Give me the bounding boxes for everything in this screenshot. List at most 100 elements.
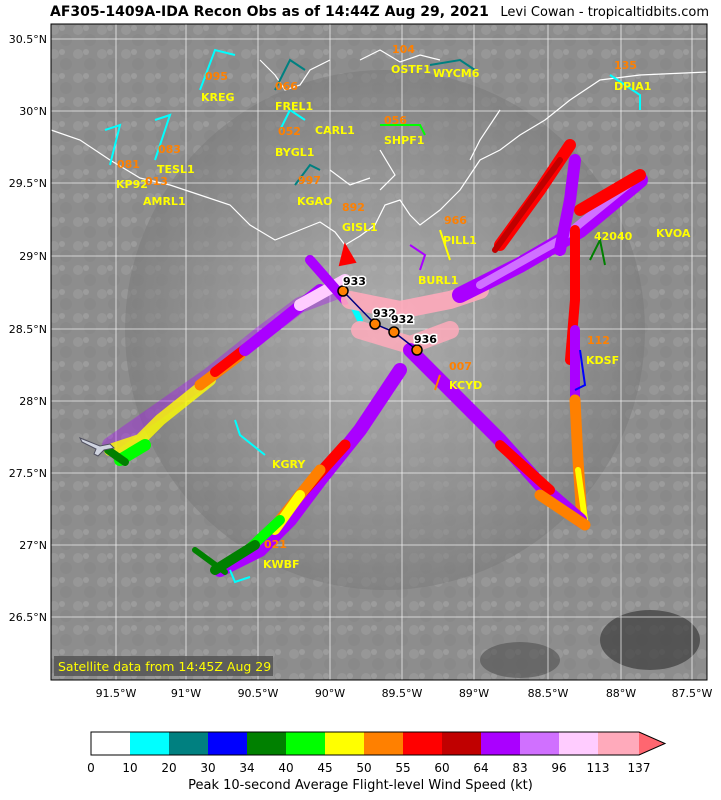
lat-tick: 29.5°N: [9, 177, 47, 190]
colorbar-arrow: [639, 732, 665, 755]
colorbar-tick: 96: [551, 761, 566, 775]
lon-tick: 91.5°W: [96, 687, 137, 700]
colorbar-tick: 137: [628, 761, 651, 775]
colorbar-swatch: [91, 732, 130, 755]
station-id: KGAO: [297, 195, 332, 208]
map-grid: [51, 24, 707, 680]
colorbar-tick: 20: [161, 761, 176, 775]
satellite-note: Satellite data from 14:45Z Aug 29: [54, 656, 273, 676]
station-value: 095: [205, 70, 228, 83]
colorbar-swatch: [481, 732, 520, 755]
center-fixes: 933 932 932 936: [337, 274, 439, 356]
station-id: KREG: [201, 91, 235, 104]
pressure-label: 932: [391, 313, 414, 326]
pressure-label: 932: [373, 307, 396, 320]
pressure-label: 936: [414, 333, 437, 346]
station-value: 066: [275, 80, 298, 93]
colorbar-tick: 64: [473, 761, 488, 775]
colorbar-swatch: [286, 732, 325, 755]
colorbar-swatch: [247, 732, 286, 755]
colorbar-tick: 40: [278, 761, 293, 775]
axes-frame: [50, 23, 708, 681]
satellite-background: [51, 24, 707, 680]
lon-tick: 89.5°W: [382, 687, 423, 700]
fix-marker: [337, 285, 349, 297]
station-id: SHPF1: [384, 134, 424, 147]
colorbar-tick: 50: [356, 761, 371, 775]
colorbar-tick: 0: [87, 761, 95, 775]
station-id: WYCM6: [433, 67, 480, 80]
station-barbs: [104, 48, 641, 584]
colorbar-label: Peak 10-second Average Flight-level Wind…: [188, 778, 533, 793]
station-id: GISL1: [342, 221, 378, 234]
station-value: 135: [614, 59, 637, 72]
station-value: 892: [342, 201, 365, 214]
station-id: KGRY: [272, 458, 306, 471]
lon-tick: 91°W: [171, 687, 201, 700]
lat-tick: 26.5°N: [9, 611, 47, 624]
station-id: AMRL1: [143, 195, 186, 208]
lat-tick: 28°N: [19, 395, 47, 408]
station-id: PILL1: [443, 234, 477, 247]
colorbar-tick: 34: [239, 761, 254, 775]
station-value: 056: [384, 114, 407, 127]
credit-text: Levi Cowan - tropicaltidbits.com: [500, 5, 709, 20]
colorbar-tick: 30: [200, 761, 215, 775]
lat-tick: 27°N: [19, 539, 47, 552]
colorbar-swatch: [598, 732, 639, 755]
colorbar: 0 10 20 30 34 40 45 50 55 60 64 83 96 11…: [87, 731, 667, 775]
coastline: [50, 49, 708, 246]
lon-tick: 88°W: [606, 687, 636, 700]
colorbar-swatch: [169, 732, 208, 755]
station-value: 083: [158, 143, 181, 156]
fix-marker: [411, 344, 423, 356]
station-value: 013: [145, 175, 168, 188]
lat-tick: 30°N: [19, 105, 47, 118]
station-labels: 095 KREG 066 FREL1 052 CARL1 BYGL1 997 K…: [116, 43, 691, 571]
lat-tick: 29°N: [19, 250, 47, 263]
station-value: 997: [298, 174, 321, 187]
station-value: 104: [392, 43, 415, 56]
station-id: KP92: [116, 178, 148, 191]
fix-marker: [369, 318, 381, 330]
station-value: 966: [444, 214, 467, 227]
colorbar-swatch: [559, 732, 598, 755]
station-value: 081: [117, 158, 140, 171]
lat-tick: 28.5°N: [9, 323, 47, 336]
lat-tick: 30.5°N: [9, 33, 47, 46]
station-value: 007: [449, 360, 472, 373]
colorbar-swatch: [208, 732, 247, 755]
colorbar-tick: 113: [587, 761, 610, 775]
station-id: BURL1: [418, 274, 458, 287]
station-value: 021: [264, 538, 287, 551]
station-value: 112: [587, 334, 610, 347]
colorbar-tick: 60: [434, 761, 449, 775]
colorbar-swatch: [520, 732, 559, 755]
station-id: CARL1: [315, 124, 355, 137]
colorbar-swatch: [403, 732, 442, 755]
station-id: KDSF: [586, 354, 619, 367]
longitude-tick-labels: 91.5°W 91°W 90.5°W 90°W 89.5°W 89°W 88.5…: [96, 687, 713, 700]
colorbar-swatch: [325, 732, 364, 755]
colorbar-swatch: [130, 732, 169, 755]
lon-tick: 90°W: [315, 687, 345, 700]
lon-tick: 90.5°W: [238, 687, 279, 700]
station-id: BYGL1: [275, 146, 314, 159]
colorbar-tick: 83: [512, 761, 527, 775]
station-value: 052: [278, 125, 301, 138]
pressure-label: 933: [343, 275, 366, 288]
colorbar-tick: 55: [395, 761, 410, 775]
station-id: KWBF: [263, 558, 300, 571]
aircraft-icon: [78, 437, 116, 457]
fix-marker: [388, 326, 400, 338]
satellite-note-text: Satellite data from 14:45Z Aug 29: [58, 659, 271, 674]
colorbar-tick: 45: [317, 761, 332, 775]
colorbar-swatch: [442, 732, 481, 755]
lat-tick: 27.5°N: [9, 467, 47, 480]
station-id: FREL1: [275, 100, 313, 113]
lon-tick: 88.5°W: [528, 687, 569, 700]
station-id: KVOA: [656, 227, 691, 240]
map-title: AF305-1409A-IDA Recon Obs as of 14:44Z A…: [50, 4, 489, 20]
station-id: 42040: [594, 230, 633, 243]
